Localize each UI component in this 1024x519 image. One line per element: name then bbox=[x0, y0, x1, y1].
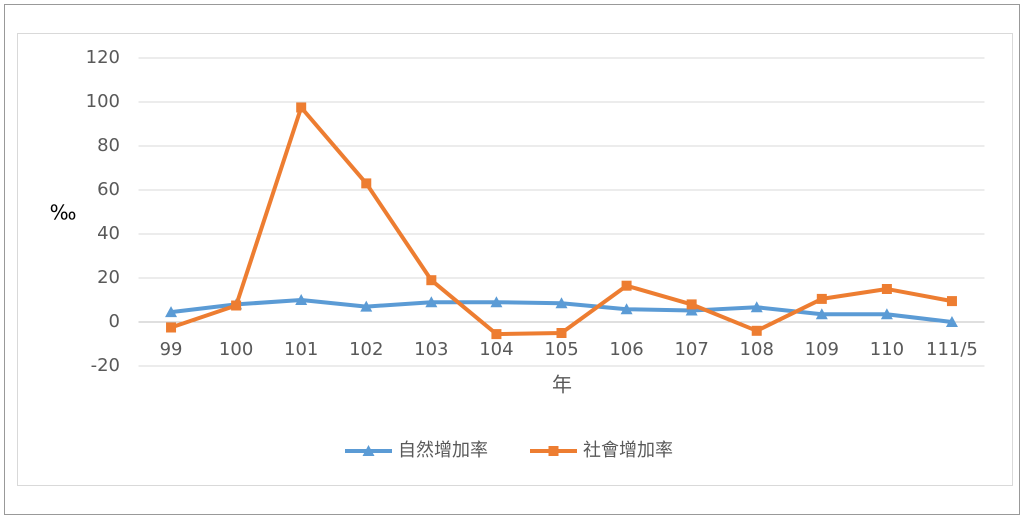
marker bbox=[621, 280, 632, 291]
x-tick-label: 110 bbox=[870, 339, 904, 360]
marker bbox=[750, 301, 763, 313]
marker bbox=[548, 446, 559, 456]
marker bbox=[881, 284, 892, 294]
y-tick-label: 20 bbox=[97, 267, 120, 288]
marker bbox=[166, 322, 177, 333]
chart-area bbox=[17, 33, 1013, 486]
marker bbox=[361, 178, 372, 189]
marker bbox=[295, 294, 308, 305]
marker bbox=[751, 325, 762, 336]
marker bbox=[816, 293, 827, 304]
y-tick-label: 40 bbox=[97, 223, 120, 244]
x-tick-label: 107 bbox=[674, 339, 708, 360]
marker bbox=[815, 308, 828, 320]
marker bbox=[555, 297, 568, 309]
marker bbox=[362, 445, 375, 456]
y-tick-label: 80 bbox=[97, 135, 120, 156]
y-tick-label: 60 bbox=[97, 179, 120, 200]
legend-label: 自然增加率 bbox=[398, 440, 488, 461]
y-tick-label: 100 bbox=[86, 91, 120, 112]
x-tick-label: 101 bbox=[284, 339, 318, 360]
x-tick-label: 99 bbox=[160, 339, 183, 360]
marker bbox=[231, 300, 242, 311]
marker bbox=[556, 328, 567, 338]
frame bbox=[4, 4, 1020, 515]
x-tick-label: 102 bbox=[349, 339, 383, 360]
x-tick-label: 109 bbox=[805, 339, 839, 360]
x-tick-label: 111/5 bbox=[926, 339, 978, 360]
marker bbox=[296, 102, 307, 113]
y-tick-label: 120 bbox=[86, 47, 120, 68]
y-axis-label: ‰ bbox=[50, 201, 77, 225]
x-tick-label: 104 bbox=[479, 339, 513, 360]
marker bbox=[491, 329, 502, 340]
x-axis-label: 年 bbox=[552, 373, 572, 397]
marker bbox=[165, 306, 178, 318]
y-tick-label: -20 bbox=[91, 355, 120, 376]
marker bbox=[620, 303, 633, 315]
x-tick-label: 105 bbox=[544, 339, 578, 360]
marker bbox=[880, 308, 893, 320]
marker bbox=[490, 296, 503, 308]
x-tick-label: 106 bbox=[609, 339, 643, 360]
marker bbox=[685, 304, 698, 316]
y-tick-label: 0 bbox=[109, 311, 120, 332]
x-tick-label: 108 bbox=[740, 339, 774, 360]
x-tick-label: 103 bbox=[414, 339, 448, 360]
x-tick-label: 100 bbox=[219, 339, 253, 360]
marker bbox=[426, 275, 437, 286]
marker bbox=[686, 299, 697, 310]
marker bbox=[425, 296, 438, 308]
legend-label: 社會增加率 bbox=[583, 440, 673, 461]
marker bbox=[945, 316, 958, 327]
marker bbox=[946, 296, 957, 307]
marker bbox=[360, 300, 373, 312]
